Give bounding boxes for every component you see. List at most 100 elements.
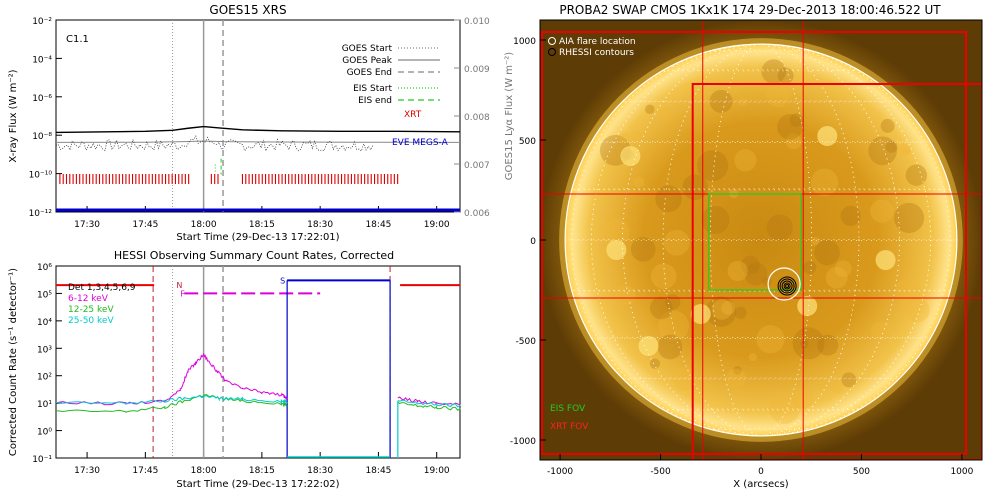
goes-x-tick-label: 18:30: [307, 220, 333, 230]
hessi-x-tick-label: 18:30: [307, 466, 333, 476]
solar-texture-blob: [655, 185, 682, 212]
solar-texture-blob: [766, 84, 790, 107]
hessi-legend-label: 25-50 keV: [68, 316, 114, 326]
solar-texture-blob: [792, 327, 825, 360]
swap-y-tick-label: 0: [530, 237, 536, 247]
solar-texture-blob: [741, 255, 760, 275]
solar-texture-blob: [870, 199, 894, 223]
goes-panel: GOES15 XRS 10⁻¹² 10⁻¹⁰ 10⁻⁸ 10⁻⁶ 10⁻⁴ 10⁻² 0.0…: [8, 3, 515, 243]
goes-plot-frame: [55, 19, 461, 213]
hessi-series-6-12-keV: [55, 353, 288, 406]
solar-texture-blob: [618, 131, 631, 144]
hessi-legend-label: 6-12 keV: [68, 294, 109, 304]
swap-y-tick-label: -1000: [510, 437, 536, 447]
rhessi-contour: [781, 280, 793, 292]
goes-ylabel-left: X-ray Flux (W m⁻²): [8, 69, 19, 162]
solar-texture-blob: [902, 146, 911, 155]
solar-texture-blob: [785, 133, 802, 150]
solar-limb: [564, 43, 958, 437]
solar-active-region: [690, 304, 711, 324]
goes-y-tick-label: 10⁻⁶: [32, 94, 52, 104]
hessi-y-tick-label: 10⁶: [37, 263, 52, 273]
goes-series-short-channel: [55, 135, 374, 153]
solar-texture-blob: [629, 130, 641, 141]
solar-texture-blob: [825, 266, 848, 289]
solar-texture-blob: [810, 236, 820, 246]
goes-legend-label: EIS Start: [353, 84, 392, 94]
solar-texture-blob: [893, 202, 925, 234]
goes-legend-label: EIS end: [358, 96, 392, 106]
solar-texture-blob: [734, 149, 757, 172]
goes-y-tick-label: 10⁻¹⁰: [29, 171, 53, 181]
hessi-flag-f: F: [180, 289, 185, 298]
goes-legend-label: XRT: [404, 110, 422, 120]
goes-y2-tick-label: 0.008: [464, 113, 490, 123]
solar-texture-blob: [868, 136, 898, 166]
solar-texture-blob: [721, 301, 736, 315]
swap-y-tick-label: 500: [519, 137, 536, 147]
rhessi-contour: [779, 278, 795, 294]
hessi-post-series-12-25-keV: [397, 401, 461, 411]
solar-texture-blob: [705, 296, 737, 327]
solar-texture-blob: [672, 366, 697, 391]
solar-texture-blob: [840, 205, 861, 226]
aia-flare-legend-symbol: [548, 37, 556, 45]
swap-legend: AIA flare location RHESSI contours: [548, 37, 636, 58]
solar-texture-blob: [697, 150, 729, 182]
goes-x-tick-label: 18:00: [191, 220, 217, 230]
solar-texture-blob: [905, 297, 930, 323]
hessi-x-tick-label: 18:45: [365, 466, 391, 476]
goes-series-xray: [55, 125, 461, 134]
xrt-fov-outer-box: [541, 31, 967, 455]
goes-x-tick-label: 18:15: [249, 220, 275, 230]
hessi-x-tick-label: 18:00: [191, 466, 217, 476]
hessi-y-tick-label: 10²: [37, 373, 52, 383]
swap-y-tick-label: -500: [516, 337, 537, 347]
rhessi-contour: [777, 276, 797, 296]
rhessi-contour-legend-label: RHESSI contours: [559, 48, 634, 58]
hessi-ylabel: Corrected Count Rate (s⁻¹ detector⁻¹): [8, 268, 19, 456]
solar-texture-blob: [657, 106, 673, 122]
solar-texture-blob: [831, 380, 844, 394]
solar-texture-blob: [725, 368, 746, 389]
rhessi-contour: [783, 282, 791, 290]
goes-legend-label: GOES Start: [342, 44, 393, 54]
solar-texture-blob: [657, 334, 683, 360]
solar-texture-blob: [744, 262, 768, 286]
solar-texture-blob: [650, 263, 677, 290]
solar-texture-blob: [762, 277, 772, 287]
solar-texture-blob: [897, 143, 911, 157]
xrt-fov-label: XRT FOV: [550, 422, 589, 432]
solar-texture-blob: [777, 114, 803, 140]
solar-texture-blob: [601, 217, 630, 246]
hessi-series-12-25-keV: [55, 394, 288, 413]
solar-texture-blob: [766, 214, 793, 241]
goes-y2-tick-label: 0.010: [464, 17, 490, 27]
solar-texture-blob: [658, 310, 689, 342]
solar-longitude-line: [662, 43, 860, 437]
solar-texture-blob: [814, 239, 840, 266]
hessi-y-tick-label: 10⁻¹: [32, 455, 52, 465]
rhessi-contour-legend-symbol: [548, 48, 556, 56]
solar-longitude-line: [590, 43, 932, 437]
solar-active-region: [797, 296, 818, 316]
goes-y2-tick-label: 0.007: [464, 161, 490, 171]
solar-texture-blob: [645, 104, 655, 114]
goes-y-tick-label: 10⁻⁸: [32, 132, 52, 142]
goes-x-tick-label: 17:45: [132, 220, 158, 230]
solar-texture-blob: [817, 334, 839, 356]
goes-x-tick-label: 18:45: [365, 220, 391, 230]
hessi-title: HESSI Observing Summary Count Rates, Cor…: [114, 249, 394, 262]
goes-x-tick-label: 19:00: [424, 220, 450, 230]
solar-texture-blob: [834, 260, 852, 277]
solar-texture-blob: [711, 299, 733, 320]
solar-active-region: [606, 240, 627, 260]
goes-y2-tick-label: 0.009: [464, 65, 490, 75]
solar-texture-blob: [789, 113, 804, 127]
swap-panel: PROBA2 SWAP CMOS 1Kx1K 174 29-Dec-2013 1…: [510, 3, 983, 490]
swap-x-tick-label: 500: [853, 467, 870, 477]
goes-xlabel: Start Time (29-Dec-13 17:22:01): [176, 232, 339, 243]
solar-texture-blob: [885, 141, 898, 153]
swap-y-tick-label: 1000: [513, 37, 536, 47]
